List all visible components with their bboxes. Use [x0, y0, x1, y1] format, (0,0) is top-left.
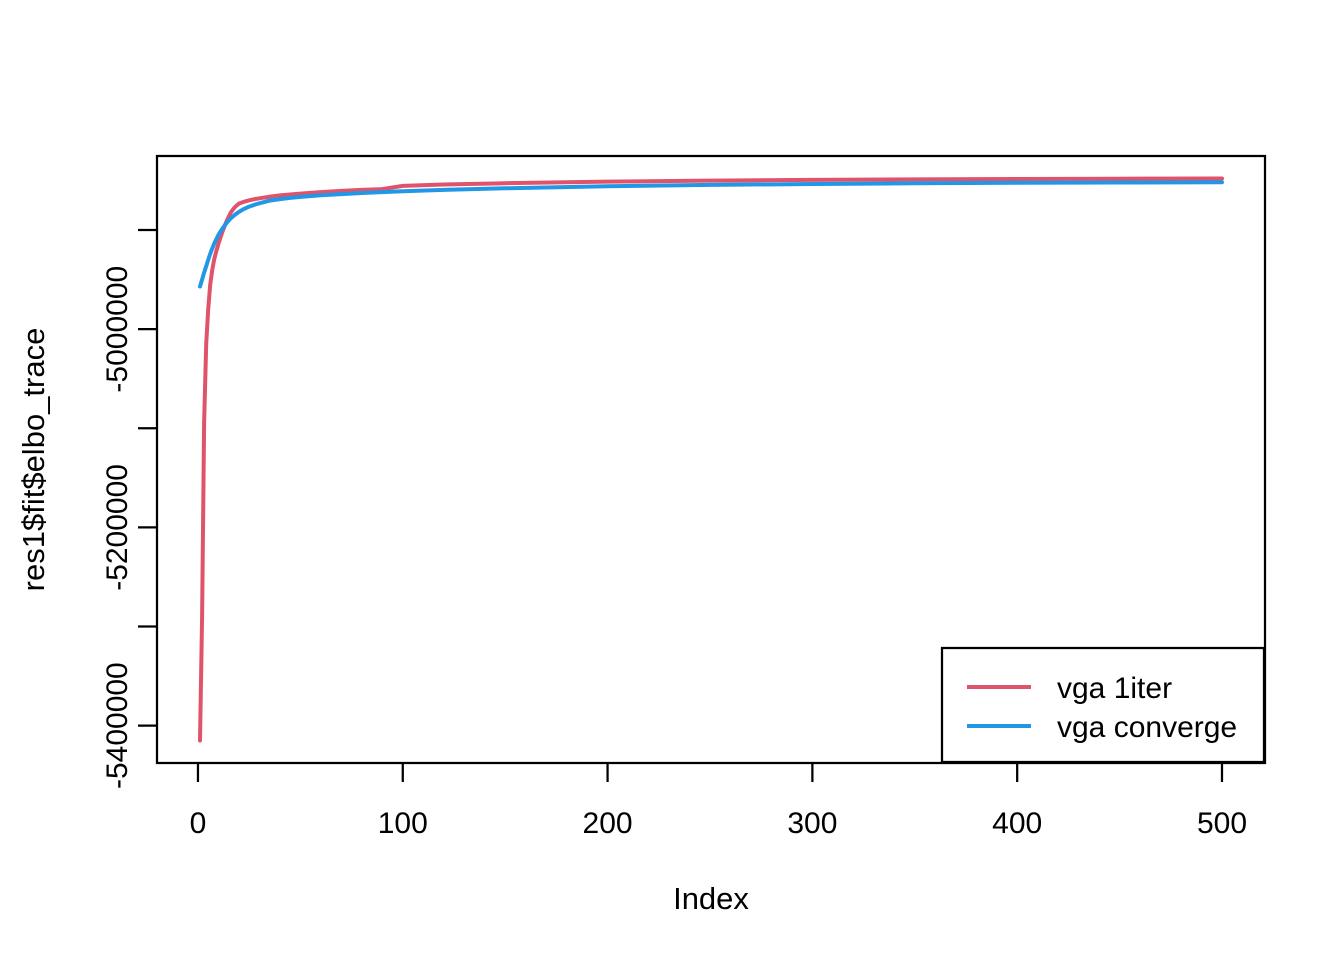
y-tick-label: -5400000	[101, 662, 134, 789]
legend-label: vga 1iter	[1057, 672, 1172, 705]
legend-box	[940, 646, 1266, 764]
x-tick-label: 500	[1197, 807, 1247, 840]
y-tick-label: -5200000	[101, 464, 134, 591]
x-axis-title: Index	[673, 881, 749, 916]
y-tick-label: -5000000	[101, 266, 134, 393]
legend-label: vga converge	[1057, 711, 1237, 744]
x-tick-label: 100	[378, 807, 428, 840]
x-tick-label: 300	[787, 807, 837, 840]
series-line-vga-converge	[198, 180, 1224, 289]
plot-box	[155, 154, 1267, 765]
y-axis-title: res1$fit$elbo_trace	[16, 328, 51, 592]
x-tick-label: 0	[190, 807, 207, 840]
x-tick-label: 400	[992, 807, 1042, 840]
series-line-vga-1iter	[198, 176, 1224, 743]
x-tick-label: 200	[583, 807, 633, 840]
